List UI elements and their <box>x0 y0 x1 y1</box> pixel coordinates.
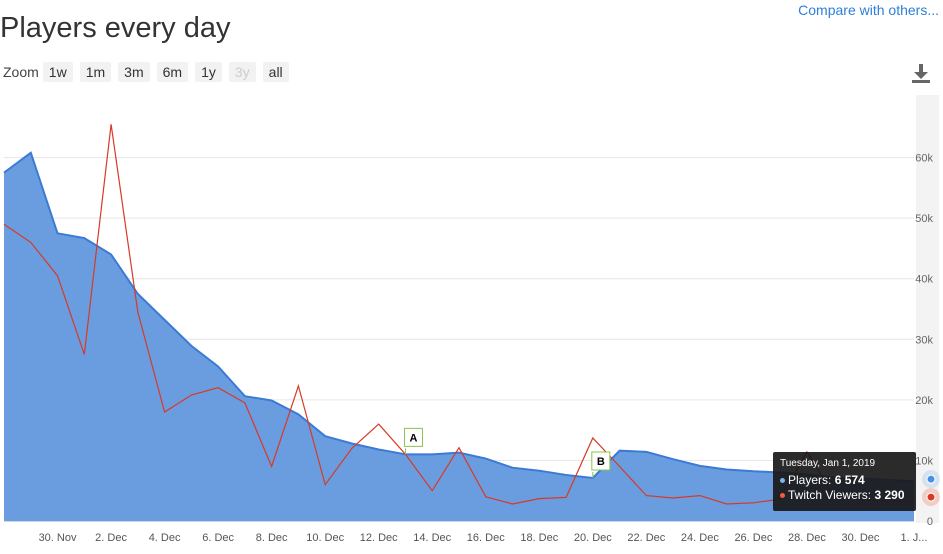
tooltip-players-value: 6 574 <box>835 473 865 487</box>
compare-link[interactable]: Compare with others... <box>798 2 939 18</box>
tooltip-twitch-row: Twitch Viewers: 3 290 <box>780 488 909 503</box>
zoom-1y-button[interactable]: 1y <box>195 62 222 82</box>
page-title: Players every day <box>0 12 231 45</box>
players-hover-marker <box>927 475 935 483</box>
flag-label: A <box>409 432 417 444</box>
zoom-3y-button: 3y <box>229 62 256 82</box>
y-tick-label: 60k <box>915 153 933 165</box>
x-tick-label: 30. Dec <box>842 532 880 544</box>
tooltip-players-row: Players: 6 574 <box>780 473 909 488</box>
zoom-6m-button[interactable]: 6m <box>157 62 188 82</box>
x-tick-label: 12. Dec <box>360 532 398 544</box>
tooltip-date: Tuesday, Jan 1, 2019 <box>780 458 909 469</box>
tooltip-twitch-label: Twitch Viewers: <box>788 488 871 502</box>
x-tick-label: 8. Dec <box>256 532 288 544</box>
zoom-all-button[interactable]: all <box>263 62 289 82</box>
x-tick-label: 22. Dec <box>627 532 665 544</box>
y-tick-label: 30k <box>915 334 933 346</box>
twitch-hover-marker <box>927 493 935 501</box>
x-tick-label: 20. Dec <box>574 532 612 544</box>
y-tick-label: 0 <box>927 516 933 528</box>
y-tick-label: 40k <box>915 274 933 286</box>
x-tick-label: 26. Dec <box>734 532 772 544</box>
zoom-label: Zoom <box>3 64 39 80</box>
zoom-1w-button[interactable]: 1w <box>43 62 73 82</box>
twitch-dot-icon <box>780 493 785 498</box>
x-tick-label: 30. Nov <box>39 532 77 544</box>
x-tick-label: 4. Dec <box>149 532 181 544</box>
x-tick-label: 24. Dec <box>681 532 719 544</box>
zoom-1m-button[interactable]: 1m <box>80 62 111 82</box>
players-dot-icon <box>780 478 785 483</box>
zoom-bar: Zoom 1w 1m 3m 6m 1y 3y all <box>0 60 296 84</box>
x-tick-label: 28. Dec <box>788 532 826 544</box>
tooltip-twitch-value: 3 290 <box>874 488 904 502</box>
x-tick-label: 18. Dec <box>520 532 558 544</box>
x-tick-label: 16. Dec <box>467 532 505 544</box>
zoom-3m-button[interactable]: 3m <box>118 62 149 82</box>
flag-label: B <box>597 456 605 468</box>
tooltip-players-label: Players: <box>788 473 831 487</box>
chart-tooltip: Tuesday, Jan 1, 2019 Players: 6 574 Twit… <box>773 452 916 511</box>
x-tick-label: 10. Dec <box>306 532 344 544</box>
y-tick-label: 10k <box>915 455 933 467</box>
x-tick-label: 6. Dec <box>202 532 234 544</box>
x-tick-label: 2. Dec <box>95 532 127 544</box>
x-tick-label: 1. J... <box>901 532 928 544</box>
y-tick-label: 20k <box>915 395 933 407</box>
y-tick-label: 50k <box>915 213 933 225</box>
x-tick-label: 14. Dec <box>413 532 451 544</box>
download-icon[interactable] <box>911 62 931 84</box>
